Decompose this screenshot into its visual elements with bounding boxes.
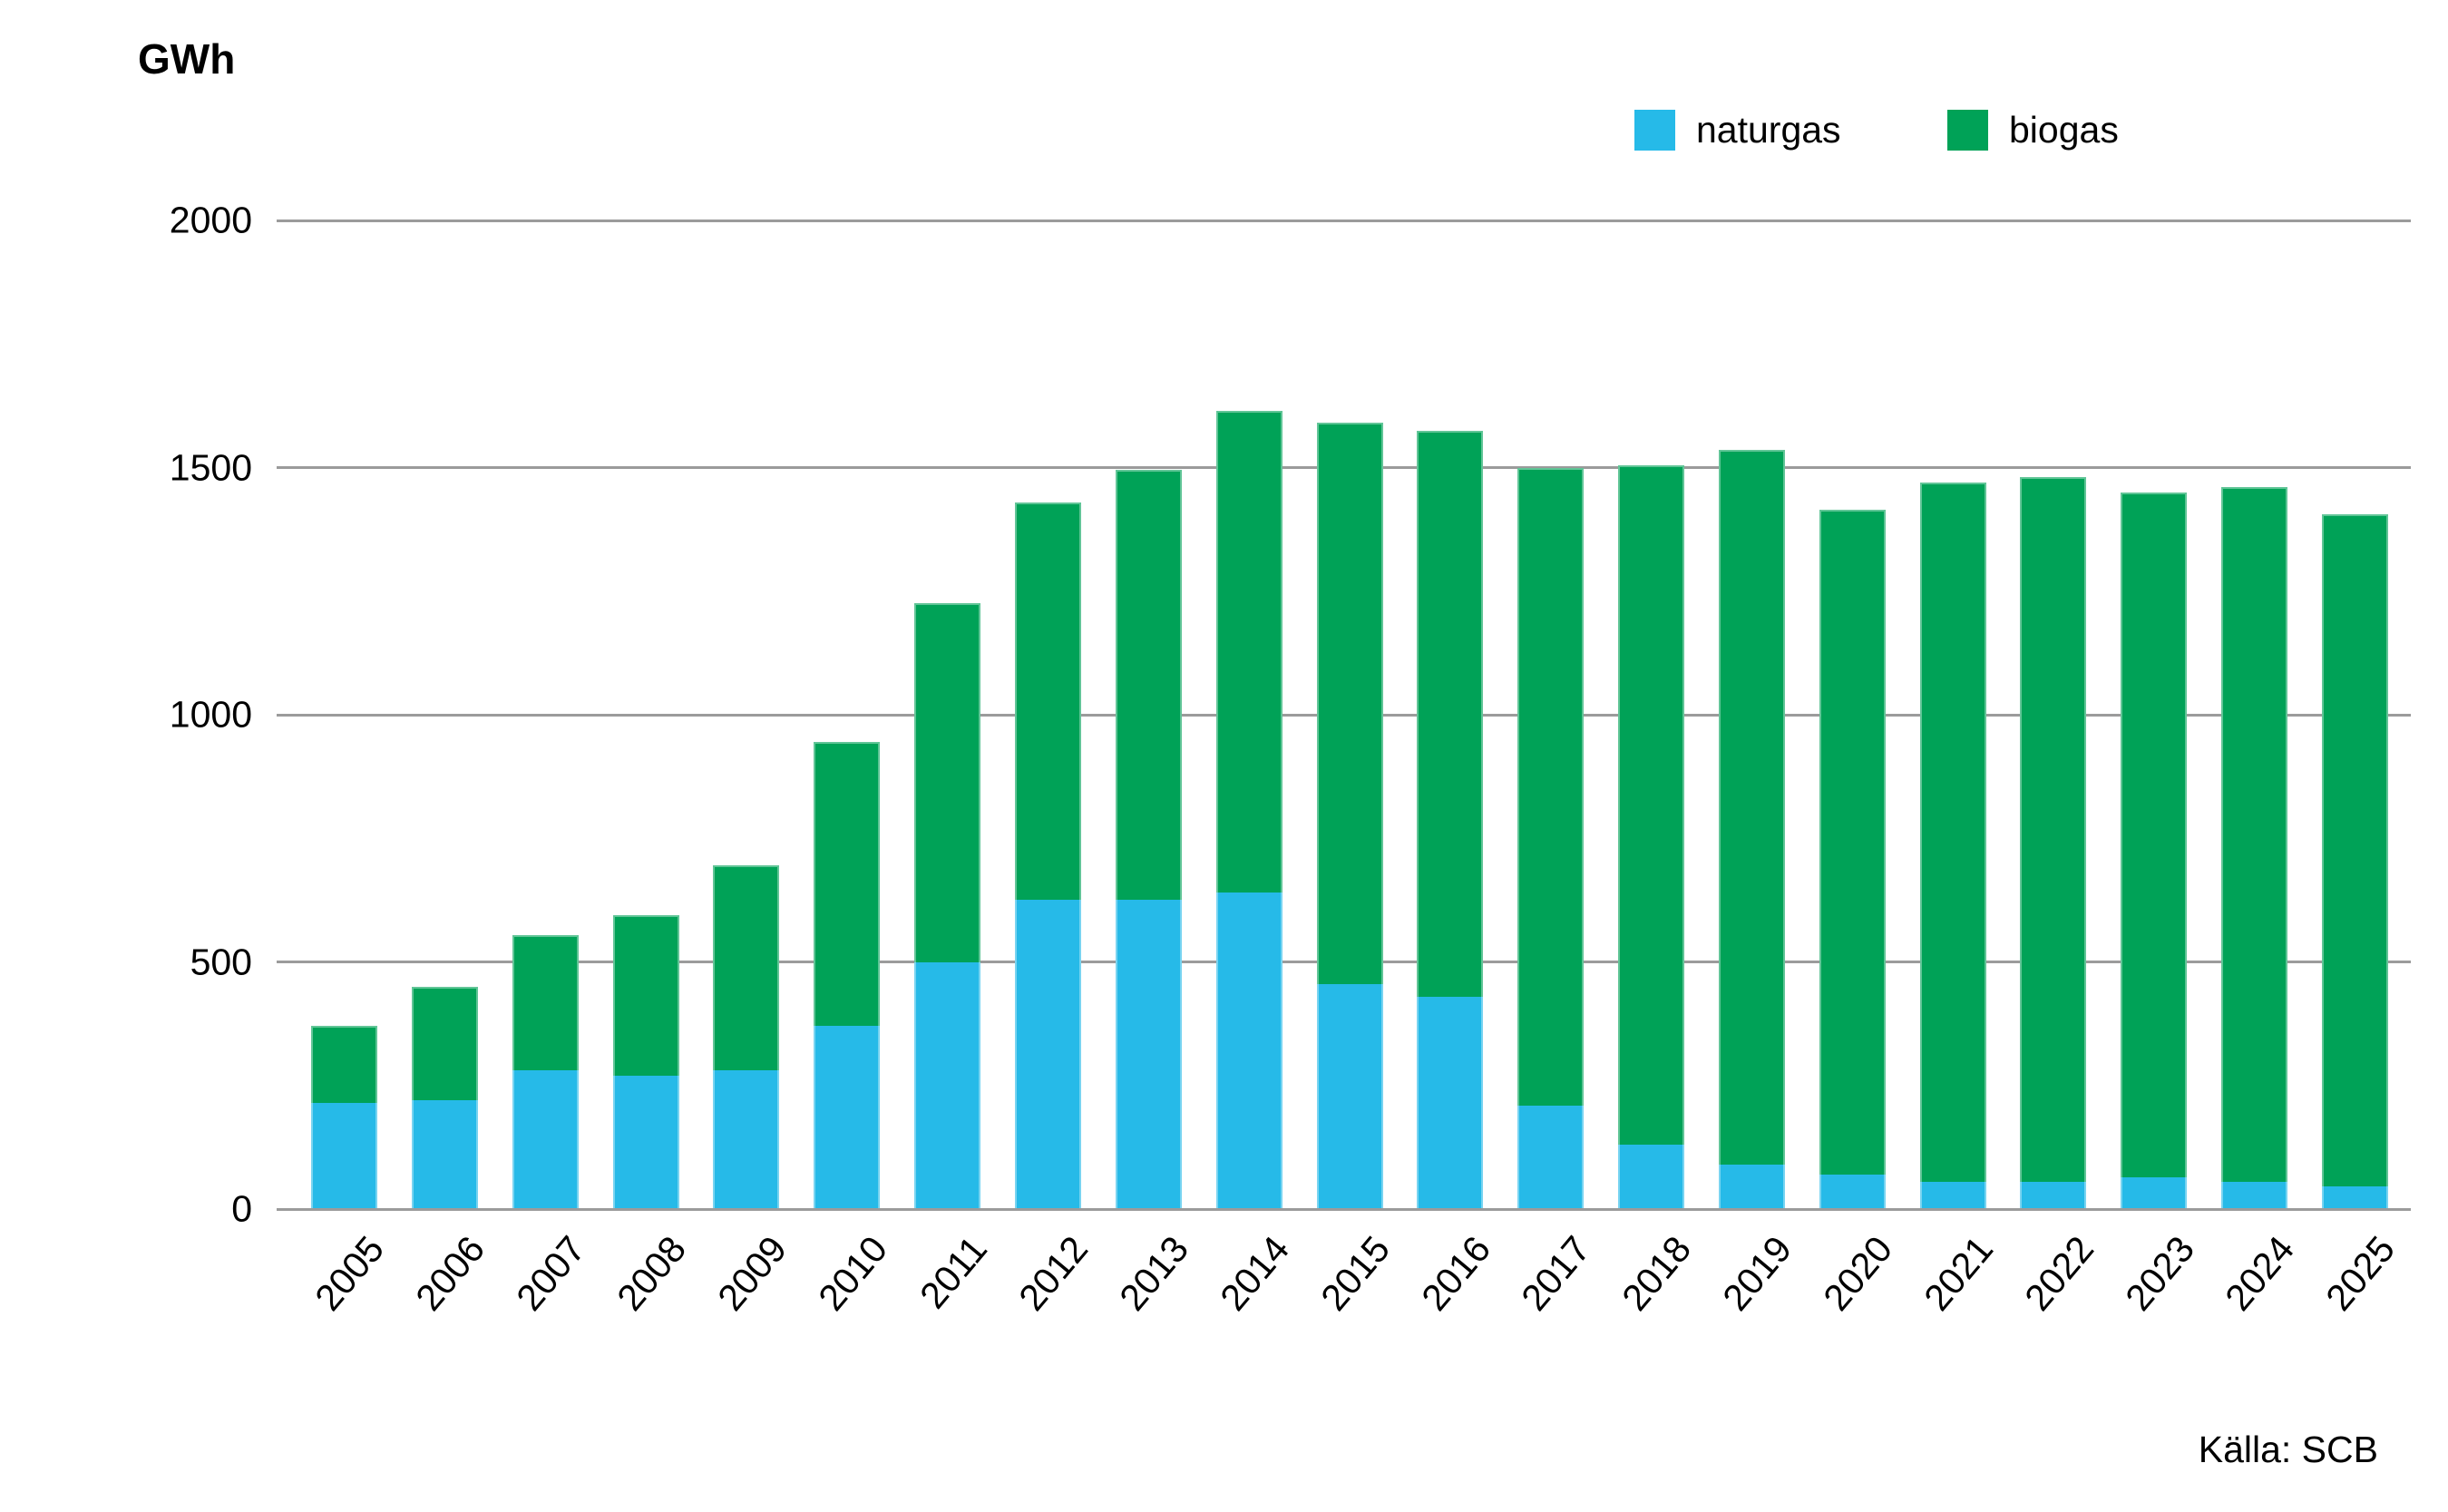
bar-2005	[311, 0, 377, 1512]
bar-2022	[2020, 0, 2087, 1512]
bar-segment-naturgas-2022	[2020, 1182, 2087, 1209]
bar-segment-biogas-2005	[311, 1026, 377, 1103]
bar-segment-biogas-2018	[1618, 464, 1685, 1146]
bar-segment-naturgas-2021	[1919, 1182, 1986, 1209]
bar-segment-naturgas-2013	[1115, 900, 1182, 1209]
bar-segment-biogas-2013	[1115, 470, 1182, 901]
bar-segment-naturgas-2019	[1718, 1164, 1785, 1209]
bar-segment-biogas-2019	[1718, 450, 1785, 1165]
bar-2016	[1417, 0, 1484, 1512]
gridline-2000	[277, 219, 2411, 222]
bar-segment-naturgas-2010	[814, 1026, 881, 1209]
bar-segment-biogas-2012	[1014, 502, 1081, 901]
bar-segment-biogas-2025	[2322, 514, 2388, 1187]
bar-segment-naturgas-2017	[1517, 1105, 1585, 1209]
bar-segment-biogas-2021	[1919, 482, 1986, 1183]
bar-2020	[1819, 0, 1886, 1512]
source-note: Källa: SCB	[2198, 1429, 2378, 1470]
bar-2010	[814, 0, 881, 1512]
ytick-label-2000: 2000	[169, 199, 252, 241]
bar-2014	[1215, 0, 1283, 1512]
bar-2018	[1618, 0, 1685, 1512]
bar-2012	[1014, 0, 1081, 1512]
bar-2007	[512, 0, 579, 1512]
bar-segment-naturgas-2008	[612, 1075, 679, 1209]
ytick-label-500: 500	[190, 941, 252, 982]
bar-segment-naturgas-2025	[2322, 1186, 2388, 1209]
bar-segment-naturgas-2018	[1618, 1145, 1685, 1209]
bar-segment-naturgas-2009	[713, 1070, 780, 1209]
bar-segment-naturgas-2016	[1417, 996, 1484, 1209]
bar-segment-biogas-2017	[1517, 467, 1585, 1106]
ytick-label-0: 0	[231, 1187, 252, 1230]
bar-2013	[1115, 0, 1182, 1512]
ytick-label-1000: 1000	[169, 693, 252, 736]
bar-2023	[2121, 0, 2188, 1512]
bar-segment-naturgas-2014	[1215, 893, 1283, 1209]
legend-swatch-biogas	[1947, 110, 1988, 151]
bar-2017	[1517, 0, 1585, 1512]
x-axis-baseline	[277, 1207, 2411, 1211]
bar-segment-biogas-2007	[512, 934, 579, 1071]
bar-2008	[612, 0, 679, 1512]
bar-segment-naturgas-2024	[2221, 1182, 2288, 1209]
bar-segment-naturgas-2012	[1014, 900, 1081, 1209]
bar-2015	[1316, 0, 1383, 1512]
bar-segment-biogas-2023	[2121, 492, 2188, 1177]
bar-segment-biogas-2022	[2020, 477, 2087, 1183]
bar-segment-naturgas-2006	[411, 1100, 478, 1209]
bar-segment-biogas-2009	[713, 865, 780, 1071]
bar-segment-naturgas-2011	[914, 961, 981, 1209]
bar-2025	[2322, 0, 2388, 1512]
bar-segment-biogas-2014	[1215, 410, 1283, 893]
bar-segment-naturgas-2005	[311, 1102, 377, 1209]
bar-segment-naturgas-2023	[2121, 1176, 2188, 1209]
bar-2019	[1718, 0, 1785, 1512]
legend-swatch-naturgas	[1634, 110, 1675, 151]
bar-2024	[2221, 0, 2288, 1512]
bar-segment-biogas-2015	[1316, 423, 1383, 984]
legend-label-biogas: biogas	[2009, 109, 2119, 151]
legend-label-naturgas: naturgas	[1696, 109, 1841, 151]
bar-2009	[713, 0, 780, 1512]
bar-segment-biogas-2020	[1819, 509, 1886, 1175]
bar-2011	[914, 0, 981, 1512]
bar-segment-biogas-2006	[411, 986, 478, 1101]
bar-segment-naturgas-2007	[512, 1070, 579, 1209]
bar-segment-biogas-2011	[914, 603, 981, 962]
legend-item-biogas: biogas	[1947, 110, 2119, 151]
bar-2006	[411, 0, 478, 1512]
y-axis-unit-title: GWh	[138, 35, 236, 83]
ytick-label-1500: 1500	[169, 446, 252, 488]
legend-item-naturgas: naturgas	[1634, 110, 1841, 151]
bar-segment-biogas-2010	[814, 741, 881, 1027]
bar-2021	[1919, 0, 1986, 1512]
bar-segment-biogas-2008	[612, 914, 679, 1076]
bar-segment-biogas-2024	[2221, 487, 2288, 1183]
bar-segment-naturgas-2020	[1819, 1174, 1886, 1209]
bar-segment-naturgas-2015	[1316, 984, 1383, 1209]
bar-segment-biogas-2016	[1417, 430, 1484, 997]
